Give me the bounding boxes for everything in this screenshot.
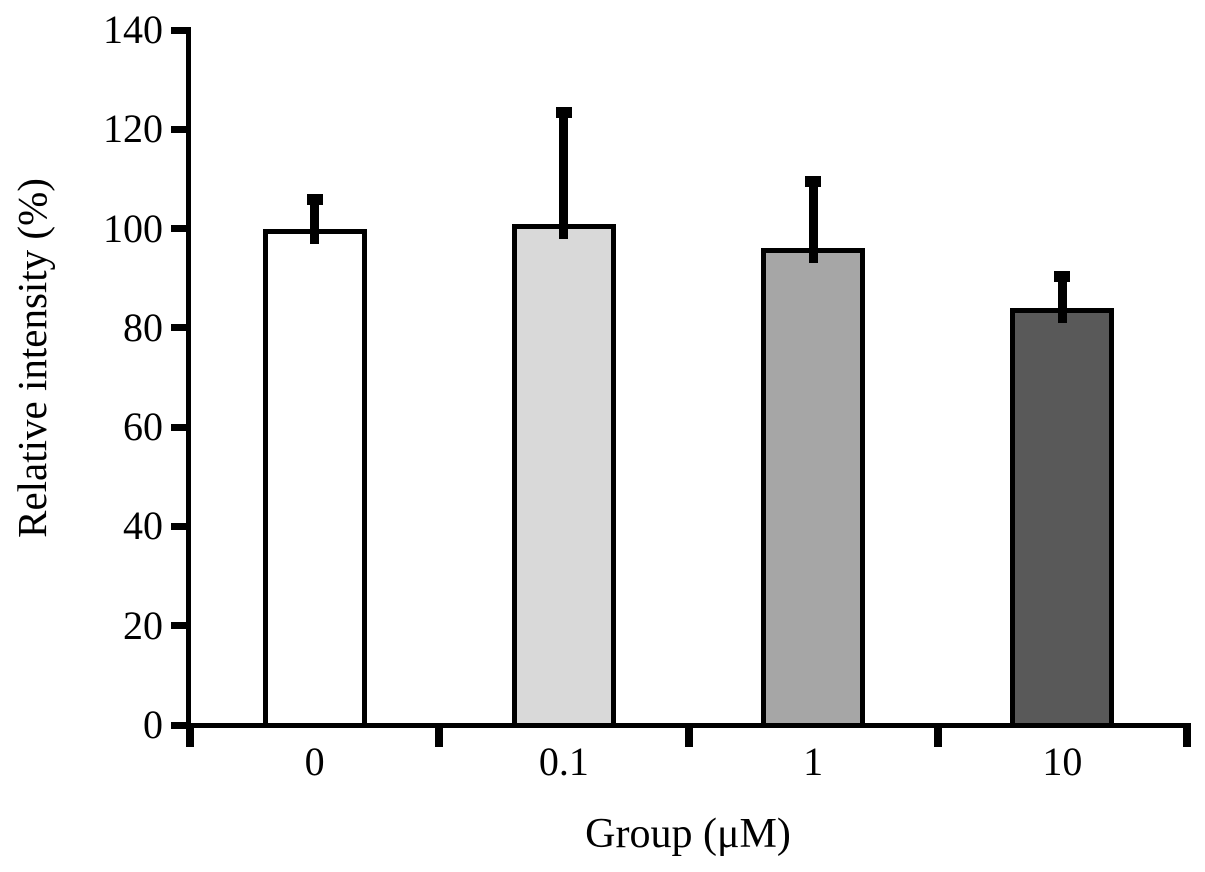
y-tick-label: 100 xyxy=(103,205,163,251)
x-tick-mark xyxy=(435,727,444,747)
y-tick-label: 0 xyxy=(143,702,163,747)
y-tick-mark xyxy=(171,721,186,729)
x-tick-mark xyxy=(186,727,194,747)
y-tick-mark xyxy=(171,324,186,332)
y-tick-mark xyxy=(171,125,186,133)
y-tick-mark xyxy=(171,225,186,233)
x-tick-label: 0 xyxy=(304,739,325,784)
error-bar-line xyxy=(1057,278,1067,323)
bar-10 xyxy=(1010,308,1115,728)
x-axis-title: Group (μM) xyxy=(585,811,791,857)
error-bar-line xyxy=(310,201,320,244)
y-tick-mark xyxy=(171,622,186,630)
y-tick-label: 120 xyxy=(103,106,163,152)
bar-1 xyxy=(761,248,866,728)
x-tick-mark xyxy=(1183,727,1191,747)
y-tick-label: 40 xyxy=(123,503,163,549)
y-axis-line xyxy=(186,27,191,728)
y-tick-label: 60 xyxy=(123,404,163,450)
error-bar-cap xyxy=(306,193,323,205)
x-tick-label: 0.1 xyxy=(538,739,589,784)
bar-0.1 xyxy=(511,223,616,728)
x-tick-mark xyxy=(933,727,942,747)
y-tick-label: 140 xyxy=(103,7,163,52)
bar-0 xyxy=(262,228,367,728)
x-tick-mark xyxy=(684,727,693,747)
y-tick-mark xyxy=(171,26,186,34)
error-bar-cap xyxy=(555,106,572,118)
x-axis-line xyxy=(186,723,1191,728)
error-bar-cap xyxy=(805,176,822,188)
x-tick-label: 10 xyxy=(1042,739,1083,784)
error-bar-line xyxy=(559,114,569,239)
error-bar-cap xyxy=(1054,270,1071,282)
y-tick-mark xyxy=(171,522,186,530)
y-tick-mark xyxy=(171,423,186,431)
y-tick-label: 20 xyxy=(123,602,163,648)
x-tick-label: 1 xyxy=(803,739,824,784)
y-tick-label: 80 xyxy=(123,304,163,350)
error-bar-line xyxy=(808,184,818,264)
